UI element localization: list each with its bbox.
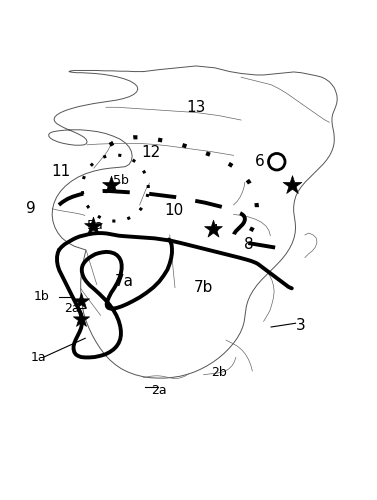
Text: 1a: 1a	[31, 350, 46, 364]
Text: 2a: 2a	[151, 384, 166, 398]
Text: 7a: 7a	[115, 274, 134, 289]
Point	[210, 226, 216, 234]
Text: 5b: 5b	[113, 174, 129, 187]
Text: 11: 11	[51, 164, 70, 178]
Point	[90, 222, 96, 230]
Point	[109, 182, 115, 190]
Text: 2a: 2a	[64, 302, 80, 314]
Text: 8: 8	[244, 237, 253, 252]
Text: 2b: 2b	[211, 366, 227, 378]
Circle shape	[268, 154, 285, 170]
Point	[289, 182, 295, 190]
Text: 9: 9	[26, 201, 35, 216]
Point	[78, 316, 84, 324]
Text: 10: 10	[164, 203, 183, 218]
Text: 1b: 1b	[34, 290, 50, 304]
Text: 5a: 5a	[87, 219, 103, 232]
Text: 12: 12	[141, 145, 161, 160]
Text: 13: 13	[186, 100, 206, 115]
Point	[78, 296, 84, 304]
Text: 7b: 7b	[194, 280, 213, 295]
Text: 4: 4	[211, 223, 219, 236]
Text: 3: 3	[296, 318, 306, 332]
Text: 6: 6	[255, 154, 265, 169]
